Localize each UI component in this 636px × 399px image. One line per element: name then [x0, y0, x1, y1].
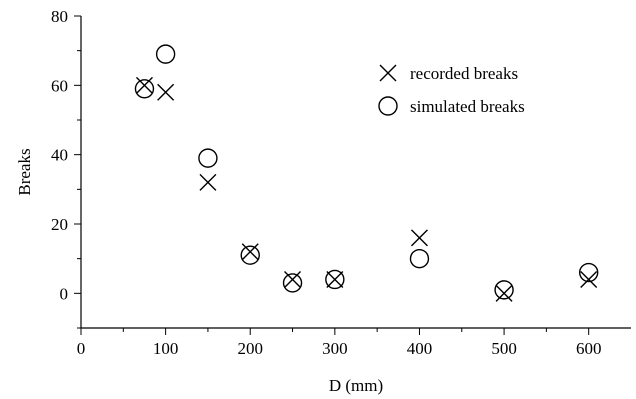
- simulated-break-point: [134, 79, 155, 99]
- circle-marker: [409, 248, 430, 269]
- circle-marker: [282, 273, 303, 293]
- legend: recorded breaks simulated breaks: [378, 64, 525, 116]
- y-axis-title: Breaks: [15, 148, 34, 195]
- simulated-break-point: [578, 262, 599, 283]
- y-tick-label: 40: [51, 146, 68, 165]
- simulated-break-point: [494, 280, 514, 300]
- legend-x-marker-icon: [379, 64, 397, 82]
- recorded-break-point: [284, 270, 302, 288]
- legend-label-simulated-breaks: simulated breaks: [410, 97, 525, 116]
- circle-marker: [494, 280, 514, 300]
- x-tick-label: 0: [77, 339, 86, 358]
- x-ticks: 0 100 200 300 400 500 600: [77, 328, 602, 358]
- x-marker: [241, 243, 259, 261]
- x-marker: [410, 229, 428, 247]
- circle-marker: [578, 262, 599, 283]
- recorded-break-point: [241, 243, 259, 261]
- recorded-break-point: [157, 83, 175, 101]
- recorded-break-point: [495, 284, 513, 302]
- simulated-break-point: [409, 248, 430, 269]
- recorded-break-point: [199, 173, 217, 191]
- circle-marker: [325, 269, 345, 290]
- y-tick-label: 0: [60, 284, 69, 303]
- simulated-break-point: [198, 148, 218, 168]
- x-tick-label: 600: [576, 339, 602, 358]
- circle-marker: [155, 44, 176, 64]
- data-points: [134, 44, 599, 302]
- legend-item-simulated-breaks: simulated breaks: [378, 96, 525, 116]
- x-marker: [157, 83, 175, 101]
- simulated-break-point: [240, 245, 260, 265]
- x-marker: [135, 76, 153, 94]
- x-marker: [326, 270, 344, 288]
- recorded-break-point: [326, 270, 344, 288]
- y-tick-label: 60: [51, 76, 68, 95]
- x-marker: [495, 284, 513, 302]
- x-marker: [580, 270, 598, 288]
- legend-item-recorded-breaks: recorded breaks: [379, 64, 518, 83]
- simulated-break-point: [282, 273, 303, 293]
- legend-circle-marker-icon: [378, 96, 398, 116]
- x-tick-label: 300: [322, 339, 348, 358]
- legend-x-stroke: [379, 64, 397, 82]
- circle-marker: [240, 245, 260, 265]
- x-marker: [284, 270, 302, 288]
- x-tick-label: 500: [491, 339, 517, 358]
- legend-label-recorded-breaks: recorded breaks: [410, 64, 518, 83]
- y-tick-label: 20: [51, 215, 68, 234]
- simulated-break-point: [325, 269, 345, 290]
- axes: [80, 16, 631, 329]
- recorded-break-point: [410, 229, 428, 247]
- x-tick-label: 400: [407, 339, 433, 358]
- x-tick-label: 200: [237, 339, 263, 358]
- y-tick-label: 80: [51, 7, 68, 26]
- x-marker: [199, 173, 217, 191]
- x-axis-title: D (mm): [329, 376, 383, 395]
- x-tick-label: 100: [153, 339, 179, 358]
- y-ticks: 0 20 40 60 80: [51, 7, 81, 329]
- recorded-break-point: [135, 76, 153, 94]
- circle-marker: [198, 148, 218, 168]
- recorded-break-point: [580, 270, 598, 288]
- simulated-break-point: [155, 44, 176, 64]
- legend-circle-shape: [378, 96, 398, 116]
- circle-marker: [134, 79, 155, 99]
